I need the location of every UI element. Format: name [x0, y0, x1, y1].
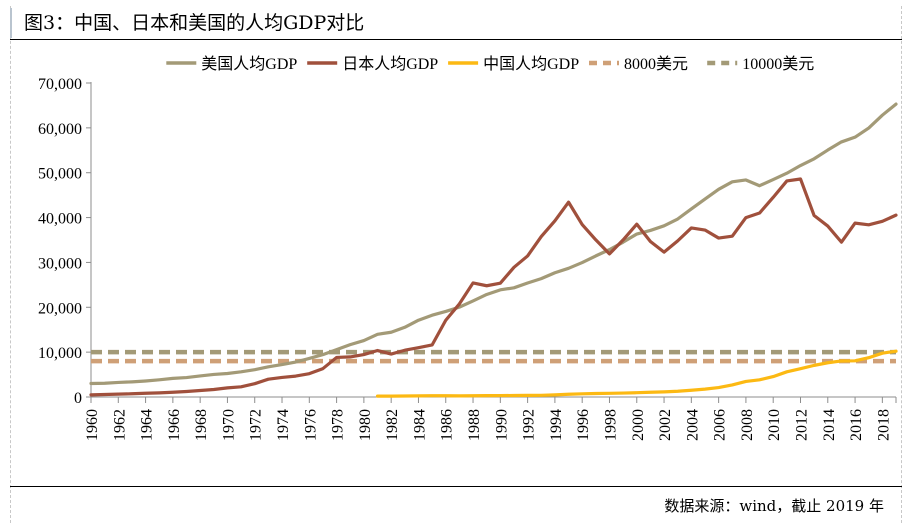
- x-axis-tick-labels: 1960 1962 1964 1966 1968 1970 1972 1974 1976 1978…: [84, 409, 892, 441]
- x-axis-tick-label: 1994: [548, 409, 565, 441]
- x-axis-tick-label: 1972: [248, 409, 265, 441]
- x-axis-tick-label: 1960: [84, 409, 101, 441]
- legend-label: 10000美元: [742, 55, 814, 73]
- x-axis-tick-label: 2014: [821, 409, 838, 441]
- x-axis-tick-label: 1982: [384, 409, 401, 441]
- y-axis-tick-labels: 0 10,000 20,000 30,000 40,000 50,000 60,000 70,…: [38, 76, 82, 407]
- x-axis-tick-label: 1996: [575, 409, 592, 441]
- x-axis-tick-label: 1976: [302, 409, 319, 441]
- series-line: [375, 349, 898, 398]
- reference-lines: [91, 349, 896, 364]
- x-axis-tick-label: 2000: [630, 409, 647, 441]
- data-series: [89, 102, 898, 398]
- y-axis-tick-label: 0: [74, 390, 82, 407]
- x-axis-tick-label: 1964: [139, 409, 156, 441]
- x-axis-tick-label: 1988: [466, 409, 483, 441]
- footer-band: 数据来源：wind，截止 2019 年: [10, 486, 902, 526]
- source-note: 数据来源：wind，截止 2019 年: [664, 497, 884, 515]
- legend-label: 中国人均GDP: [483, 55, 579, 73]
- chart-axes: [86, 82, 897, 403]
- y-axis-tick-label: 70,000: [38, 76, 82, 93]
- x-axis-tick-label: 1986: [439, 409, 456, 441]
- x-axis-tick-label: 1968: [193, 409, 210, 441]
- y-axis-tick-label: 60,000: [38, 121, 82, 138]
- x-axis-tick-label: 1980: [357, 409, 374, 441]
- y-axis-tick-label: 50,000: [38, 166, 82, 183]
- x-axis-tick-label: 2006: [712, 409, 729, 441]
- x-axis-tick-label: 1962: [111, 409, 128, 441]
- x-axis-tick-label: 2004: [684, 409, 701, 441]
- series-line: [89, 102, 898, 386]
- x-axis-tick-label: 2016: [848, 409, 865, 441]
- x-axis-tick-label: 2010: [766, 409, 783, 441]
- x-axis-tick-label: 1978: [330, 409, 347, 441]
- title-band: 图3：中国、日本和美国的人均GDP对比: [10, 6, 902, 40]
- y-axis-tick-label: 40,000: [38, 211, 82, 228]
- y-axis-tick-label: 30,000: [38, 255, 82, 272]
- page-title: 图3：中国、日本和美国的人均GDP对比: [24, 12, 365, 34]
- x-axis-tick-label: 2002: [657, 409, 674, 441]
- x-axis-tick-label: 1966: [166, 409, 183, 441]
- legend-label: 美国人均GDP: [201, 55, 297, 73]
- x-axis-tick-label: 2008: [739, 409, 756, 441]
- left-guide-line: [10, 6, 11, 523]
- x-axis-tick-label: 1970: [220, 409, 237, 441]
- chart-container: 美国人均GDP 日本人均GDP 中国人均GDP 8000美元 10000美元 0 10,0…: [0, 44, 912, 484]
- right-guide-line: [901, 6, 902, 523]
- title-accent-bar: [10, 8, 12, 38]
- legend-label: 日本人均GDP: [342, 55, 438, 73]
- x-axis-tick-label: 1984: [411, 409, 428, 441]
- gdp-line-chart: 美国人均GDP 日本人均GDP 中国人均GDP 8000美元 10000美元 0 10,0…: [38, 55, 898, 441]
- x-axis-tick-label: 1974: [275, 409, 292, 441]
- series-line: [89, 177, 898, 397]
- y-axis-tick-label: 10,000: [38, 345, 82, 362]
- x-axis-tick-label: 1992: [521, 409, 538, 441]
- x-axis-tick-label: 2012: [793, 409, 810, 441]
- x-axis-tick-label: 1998: [602, 409, 619, 441]
- x-axis-tick-label: 2018: [875, 409, 892, 441]
- x-axis-tick-label: 1990: [493, 409, 510, 441]
- chart-legend: 美国人均GDP 日本人均GDP 中国人均GDP 8000美元 10000美元: [166, 55, 814, 73]
- y-axis-tick-label: 20,000: [38, 300, 82, 317]
- legend-label: 8000美元: [624, 55, 688, 73]
